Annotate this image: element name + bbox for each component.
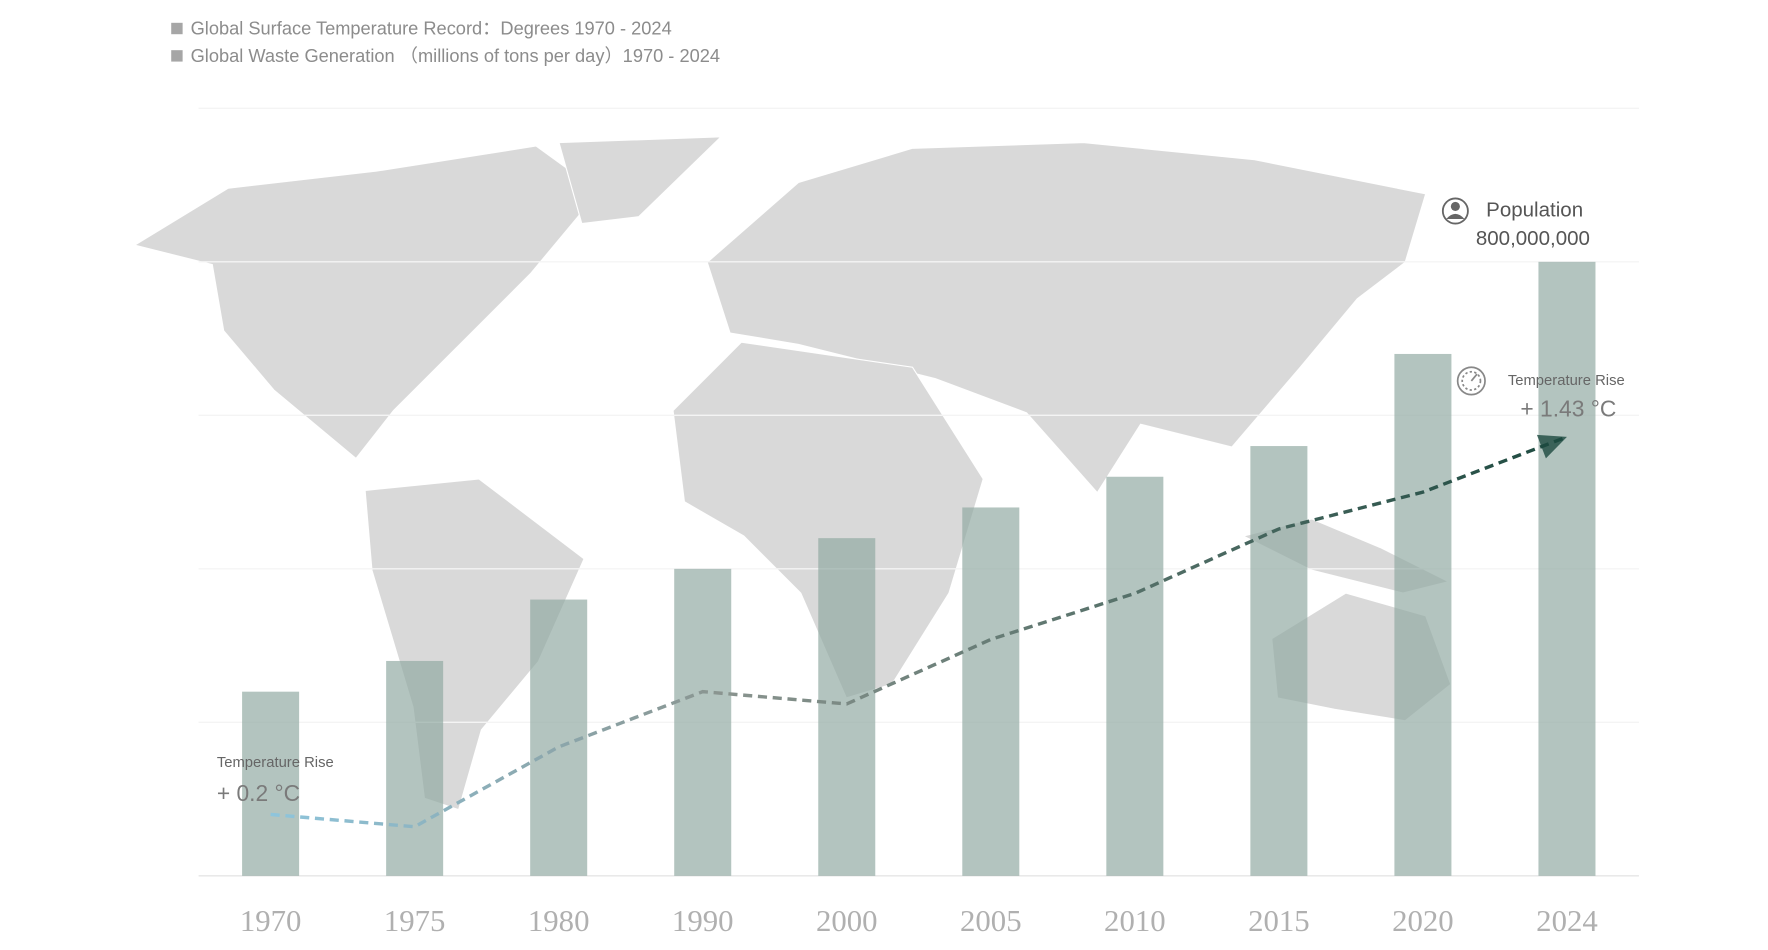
bar [386, 660, 444, 876]
marks [242, 261, 1596, 876]
x-tick-label: 2020 [1392, 904, 1454, 938]
x-tick-label: 2010 [1104, 904, 1166, 938]
legend-label: Global Waste Generation （millions of ton… [191, 45, 720, 66]
x-tick-label: 2005 [960, 904, 1022, 938]
value-label: 800,000,000 [1476, 227, 1590, 250]
bar [674, 568, 732, 876]
person-icon [1441, 197, 1469, 225]
gauge-icon [1456, 366, 1486, 396]
bar [1250, 446, 1308, 876]
legend-swatch [171, 50, 183, 62]
x-tick-label: 1980 [528, 904, 590, 938]
x-tick-label: 1990 [672, 904, 734, 938]
annotations: Temperature Rise + 0.2 °C Temperature Ri… [217, 197, 1625, 806]
value-label: + 1.43 °C [1520, 396, 1616, 422]
x-tick-label: 1970 [240, 904, 302, 938]
bar [1538, 261, 1596, 876]
arrow-head [1536, 434, 1567, 459]
bar [962, 507, 1020, 876]
bar [1394, 353, 1452, 876]
temperature-line [270, 435, 1568, 829]
bar [1106, 476, 1164, 876]
bar [530, 599, 588, 876]
greenland [558, 136, 723, 225]
x-tick-label: 2024 [1536, 904, 1598, 938]
annotation: Temperature Rise [217, 755, 334, 771]
value-label: + 0.2 °C [217, 780, 300, 806]
x-tick-label: 2015 [1248, 904, 1310, 938]
annotation: Temperature Rise [1508, 373, 1625, 389]
north-america [133, 145, 600, 460]
bar [818, 538, 876, 876]
legend-label: Global Surface Temperature Record：Degree… [191, 17, 672, 38]
legend-swatch [171, 22, 183, 35]
x-tick-label: 1975 [384, 904, 446, 938]
legend: Global Surface Temperature Record：Degree… [171, 17, 720, 66]
x-tick-label: 2000 [816, 904, 878, 938]
bar [242, 691, 300, 876]
annotation: Population [1486, 198, 1583, 221]
